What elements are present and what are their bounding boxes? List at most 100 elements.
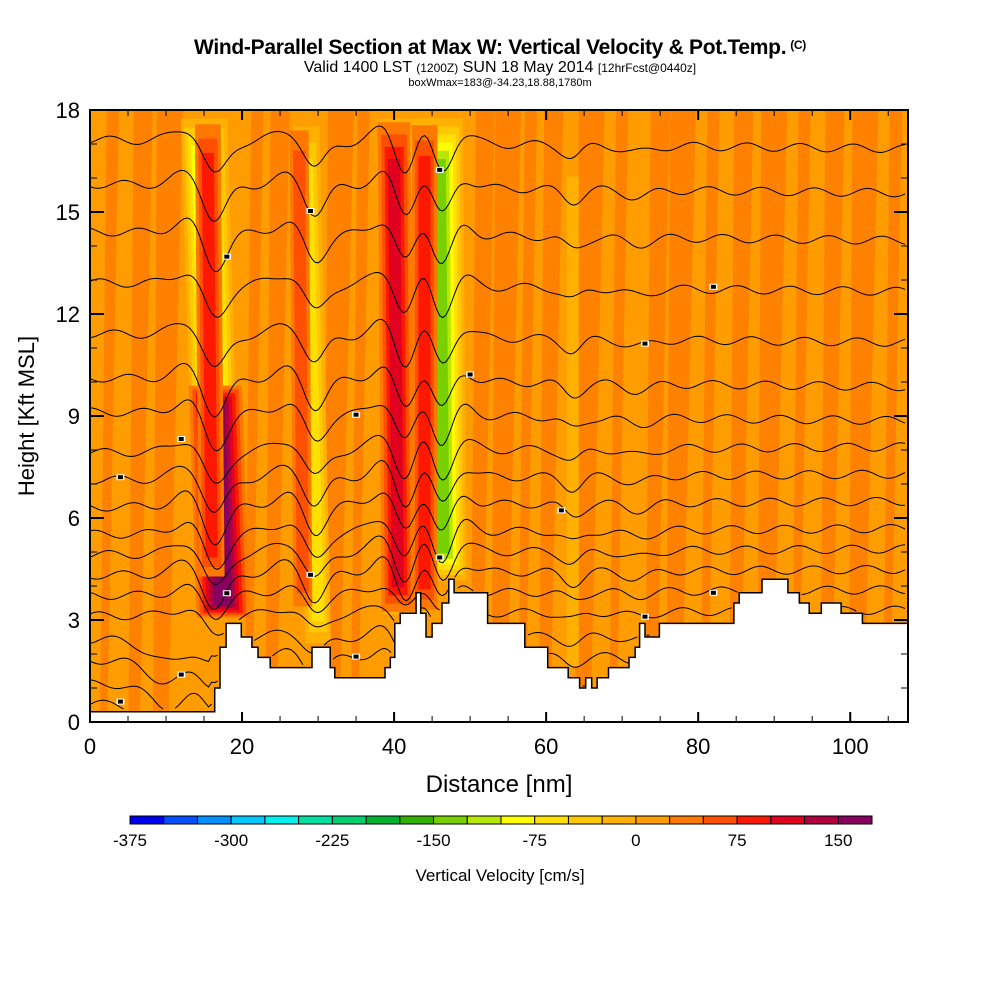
- y-tick-label: 18: [56, 98, 80, 123]
- colorbar-bin: [500, 815, 536, 825]
- y-axis: 0 3 6 9 12 15 18: [56, 98, 908, 735]
- x-tick-label: 60: [534, 734, 558, 759]
- mottle-streak: [128, 110, 153, 722]
- colorbar-tick-label: -150: [417, 831, 451, 850]
- colorbar-bin: [736, 815, 772, 825]
- theta-contour-line: [90, 490, 906, 546]
- mottle-streak: [100, 110, 119, 722]
- x-tick-label: 0: [84, 734, 96, 759]
- theta-contour-labels: [116, 166, 718, 705]
- downdraft-band: [433, 158, 450, 554]
- colorbar-bin: [399, 815, 435, 825]
- theta-contour-label-mark: [558, 508, 564, 513]
- colorbar-tick-label: -75: [522, 831, 547, 850]
- colorbar-bin: [770, 815, 806, 825]
- updraft-band: [292, 150, 309, 593]
- theta-contour-label-mark: [307, 209, 313, 214]
- theta-contour-label-mark: [224, 254, 230, 259]
- x-tick-label: 100: [832, 734, 869, 759]
- theta-contour-line: [90, 271, 906, 319]
- colorbar-label: Vertical Velocity [cm/s]: [415, 866, 584, 885]
- theta-contour-line: [90, 169, 906, 223]
- theta-contour-label-mark: [178, 672, 184, 677]
- colorbar-tick-label: -225: [315, 831, 349, 850]
- colorbar: -375 -300 -225 -150 -75 0 75 150: [113, 815, 873, 850]
- mottle-streak: [350, 110, 370, 722]
- colorbar-bin: [365, 815, 401, 825]
- colorbar-bin: [331, 815, 367, 825]
- theta-contour-line: [90, 699, 124, 710]
- valid-time-lst: Valid 1400 LST: [303, 59, 412, 76]
- y-tick-label: 9: [68, 404, 80, 429]
- chart-subtitle: Valid 1400 LST (1200Z) SUN 18 May 2014 […: [0, 59, 1000, 77]
- vertical-velocity-field: [90, 110, 908, 722]
- theta-contour-label-mark: [178, 436, 184, 441]
- x-tick-label: 80: [686, 734, 710, 759]
- mottle-streak: [645, 110, 670, 722]
- colorbar-bin: [433, 815, 468, 825]
- mottle-streak: [323, 110, 354, 722]
- theta-contour-label-mark: [642, 614, 648, 619]
- colorbar-tick-label: 150: [824, 831, 852, 850]
- y-axis-label: Height [Kft MSL]: [14, 336, 39, 496]
- mottle-streak: [728, 110, 754, 722]
- title-text: Wind-Parallel Section at Max W: Vertical…: [194, 36, 787, 59]
- colorbar-bin: [837, 815, 873, 825]
- theta-contour-label-mark: [467, 372, 473, 377]
- colorbar-bin: [230, 815, 266, 825]
- box-info: boxWmax=183@-34.23,18.88,1780m: [408, 77, 592, 89]
- y-tick-label: 15: [56, 200, 80, 225]
- updraft-band: [418, 155, 431, 590]
- mottle-streak: [883, 110, 902, 722]
- theta-contour-label-mark: [353, 654, 359, 659]
- theta-contour-label-mark: [710, 284, 716, 289]
- mottle-streak: [538, 110, 564, 722]
- colorbar-bin: [804, 815, 839, 825]
- colorbar-bin: [601, 815, 637, 825]
- terrain: [90, 578, 908, 722]
- theta-contour-label-mark: [117, 475, 123, 480]
- theta-contour-label-mark: [224, 591, 230, 596]
- colorbar-bin: [196, 815, 232, 825]
- x-tick-label: 20: [230, 734, 254, 759]
- valid-time-utc: (1200Z): [416, 61, 459, 75]
- colorbar-bin: [534, 815, 569, 825]
- theta-contour-line: [90, 399, 906, 452]
- y-tick-label: 3: [68, 608, 80, 633]
- theta-contour-line: [90, 125, 906, 174]
- colorbar-bin: [163, 815, 198, 825]
- theta-contour-label-mark: [710, 590, 716, 595]
- theta-contour-line: [90, 535, 906, 586]
- y-tick-label: 12: [56, 302, 80, 327]
- y-tick-label: 6: [68, 506, 80, 531]
- theta-contour-line: [90, 362, 906, 418]
- chart-title: Wind-Parallel Section at Max W: Vertical…: [0, 36, 1000, 60]
- theta-contour-label-mark: [307, 572, 313, 577]
- theta-contour-line: [90, 647, 629, 688]
- colorbar-bin: [298, 815, 333, 825]
- colorbar-bin: [635, 815, 671, 825]
- colorbar-bin: [466, 815, 502, 825]
- x-axis: 0 20 40 60 80 100: [84, 110, 889, 759]
- forecast-info: [12hrFcst@0440z]: [597, 61, 697, 75]
- theta-contour-line: [90, 583, 906, 620]
- theta-contour-line: [90, 625, 650, 662]
- w-feature-bands: [180, 118, 579, 667]
- colorbar-tick-label: 0: [631, 831, 640, 850]
- mottle-streak: [757, 110, 788, 722]
- updraft-band: [388, 158, 404, 588]
- colorbar-tick-label: 75: [728, 831, 747, 850]
- copyright-mark: (C): [790, 38, 806, 52]
- theta-contour-line: [90, 459, 906, 513]
- mottle-streak: [574, 110, 605, 722]
- theta-contour-line: [90, 434, 906, 484]
- theta-contour-line: [90, 318, 906, 368]
- mottle-streak: [152, 110, 183, 722]
- colorbar-bin: [567, 815, 603, 825]
- theta-contour-line: [90, 556, 906, 611]
- theta-contours: [90, 125, 906, 710]
- theta-contour-label-mark: [117, 699, 123, 704]
- mottle-streak: [265, 110, 290, 722]
- y-tick-label: 0: [68, 710, 80, 735]
